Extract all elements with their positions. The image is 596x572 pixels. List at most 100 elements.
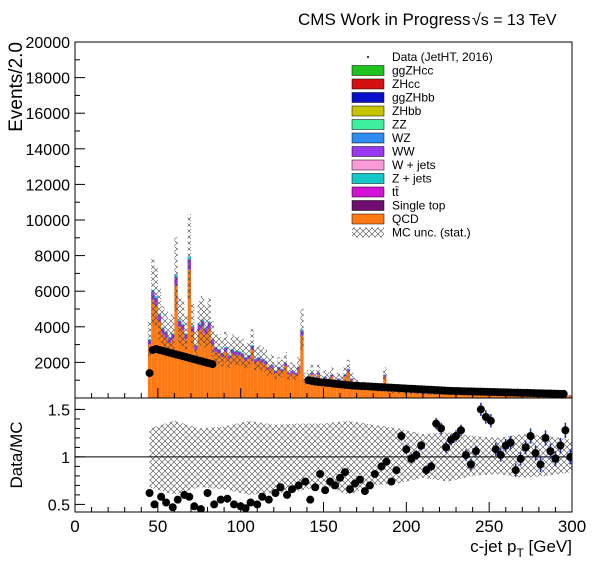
stack-bar-qcd <box>171 339 175 398</box>
x-tick-label: 200 <box>392 517 420 536</box>
stack-bar-qcd <box>403 392 407 398</box>
mc-unc-box <box>207 298 211 345</box>
stack-bar-qcd <box>340 381 344 398</box>
stack-bar-qcd <box>449 394 453 398</box>
stack-bar-qcd <box>267 369 271 398</box>
ratio-point <box>370 470 379 478</box>
ratio-point <box>561 426 570 435</box>
stack-bar-qcd <box>277 369 281 398</box>
mc-unc-box <box>287 364 291 381</box>
stack-bar-qcd <box>389 391 394 398</box>
ratio-point <box>336 473 345 482</box>
x-tick-label: 50 <box>148 517 167 536</box>
mc-unc-box <box>250 329 254 361</box>
mc-unc-box <box>190 303 195 348</box>
mc-unc-box <box>210 321 215 357</box>
ratio-uncertainty-band <box>149 420 572 495</box>
mc-unc-box <box>243 344 248 370</box>
legend-label: QCD <box>392 212 419 226</box>
mc-unc-box <box>290 362 294 379</box>
stack-bar-qcd <box>323 378 327 398</box>
stack-bar-qcd <box>161 333 165 398</box>
mc-unc-box <box>336 372 341 385</box>
stack-bar-qcd <box>283 365 288 398</box>
ratio-point <box>173 495 182 504</box>
ratio-point <box>168 503 177 512</box>
stack-bar-qcd <box>243 360 248 398</box>
legend-swatch <box>351 213 385 225</box>
stack-bar-qcd <box>386 390 390 398</box>
y-tick-label: 10000 <box>26 213 71 230</box>
stack-bar-qcd <box>379 389 384 398</box>
mc-unc-box <box>343 367 347 382</box>
stack-bar-qcd <box>227 358 231 398</box>
mc-unc-box <box>568 395 572 397</box>
stack-bar-qcd <box>300 335 304 398</box>
y-tick-label: 20000 <box>26 35 71 52</box>
mc-unc-box <box>263 349 268 372</box>
mc-unc-box <box>350 372 354 385</box>
mc-unc-box <box>280 359 284 378</box>
stack-bar-qcd <box>568 395 572 398</box>
mc-unc-box <box>151 257 155 323</box>
ratio-point <box>496 451 505 459</box>
legend-swatch <box>352 227 384 238</box>
legend-swatch <box>351 146 385 157</box>
legend-label: Single top <box>392 199 446 213</box>
data-points <box>145 345 568 398</box>
data-point <box>559 389 568 398</box>
stack-bar-qcd <box>250 349 254 398</box>
mc-unc-box <box>270 354 274 375</box>
stack-bar-qcd <box>509 395 513 398</box>
ratio-point <box>258 492 267 501</box>
mc-uncertainty-band <box>147 214 572 397</box>
legend-swatch <box>351 78 385 90</box>
mc-unc-box <box>171 313 175 353</box>
ratio-point <box>162 498 171 507</box>
stack-bar-qcd <box>416 393 420 398</box>
ratio-point <box>355 475 364 484</box>
ratio-point <box>566 452 572 461</box>
ratio-point <box>360 487 369 496</box>
legend-swatch <box>351 173 385 184</box>
stack-bar-qcd <box>439 394 443 398</box>
stack-bar-qcd <box>462 394 466 398</box>
stack-bar-qcd <box>399 392 404 398</box>
legend-swatch <box>351 119 385 130</box>
ratio-point <box>387 477 396 486</box>
stack-bar-qcd <box>253 362 258 398</box>
mc-unc-box <box>181 301 185 346</box>
ratio-point <box>546 447 555 456</box>
stack-bar-qcd <box>320 381 324 398</box>
mc-unc-box <box>253 346 258 371</box>
stack-bar-qcd <box>512 395 516 398</box>
y-tick-label: 4000 <box>34 320 70 337</box>
legend-label: ggZHcc <box>392 64 433 78</box>
ratio-x-axis: 0 50 100 150 200 250 300 <box>70 502 586 536</box>
ratio-point <box>466 460 475 469</box>
mc-unc-box <box>204 306 208 349</box>
stack-bar-qcd <box>472 394 476 398</box>
mc-unc-box <box>217 334 221 364</box>
ratio-point <box>283 490 292 499</box>
stack-bar-qcd <box>190 332 195 398</box>
ratio-point <box>377 462 386 471</box>
stack-bar-qcd <box>174 285 178 398</box>
legend-label: tt̄ <box>392 185 399 199</box>
ratio-point <box>511 466 520 475</box>
mc-unc-box <box>220 339 225 367</box>
legend-label: Data (JetHT, 2016) <box>392 50 493 64</box>
stack-bar-qcd <box>280 371 284 398</box>
ratio-point <box>346 485 355 494</box>
stack-bar-qcd <box>482 395 486 398</box>
ratio-point <box>417 441 426 450</box>
stack-bar-qcd <box>359 387 364 398</box>
stack-bar-qcd <box>492 395 496 398</box>
legend-label: W + jets <box>392 158 436 172</box>
ratio-point <box>541 433 550 442</box>
stack-bar-qcd <box>184 339 188 398</box>
ratio-point <box>461 451 470 459</box>
stack-bar-qcd <box>353 383 357 398</box>
mc-unc-box <box>310 364 314 381</box>
stack-bar-qcd <box>363 386 367 398</box>
